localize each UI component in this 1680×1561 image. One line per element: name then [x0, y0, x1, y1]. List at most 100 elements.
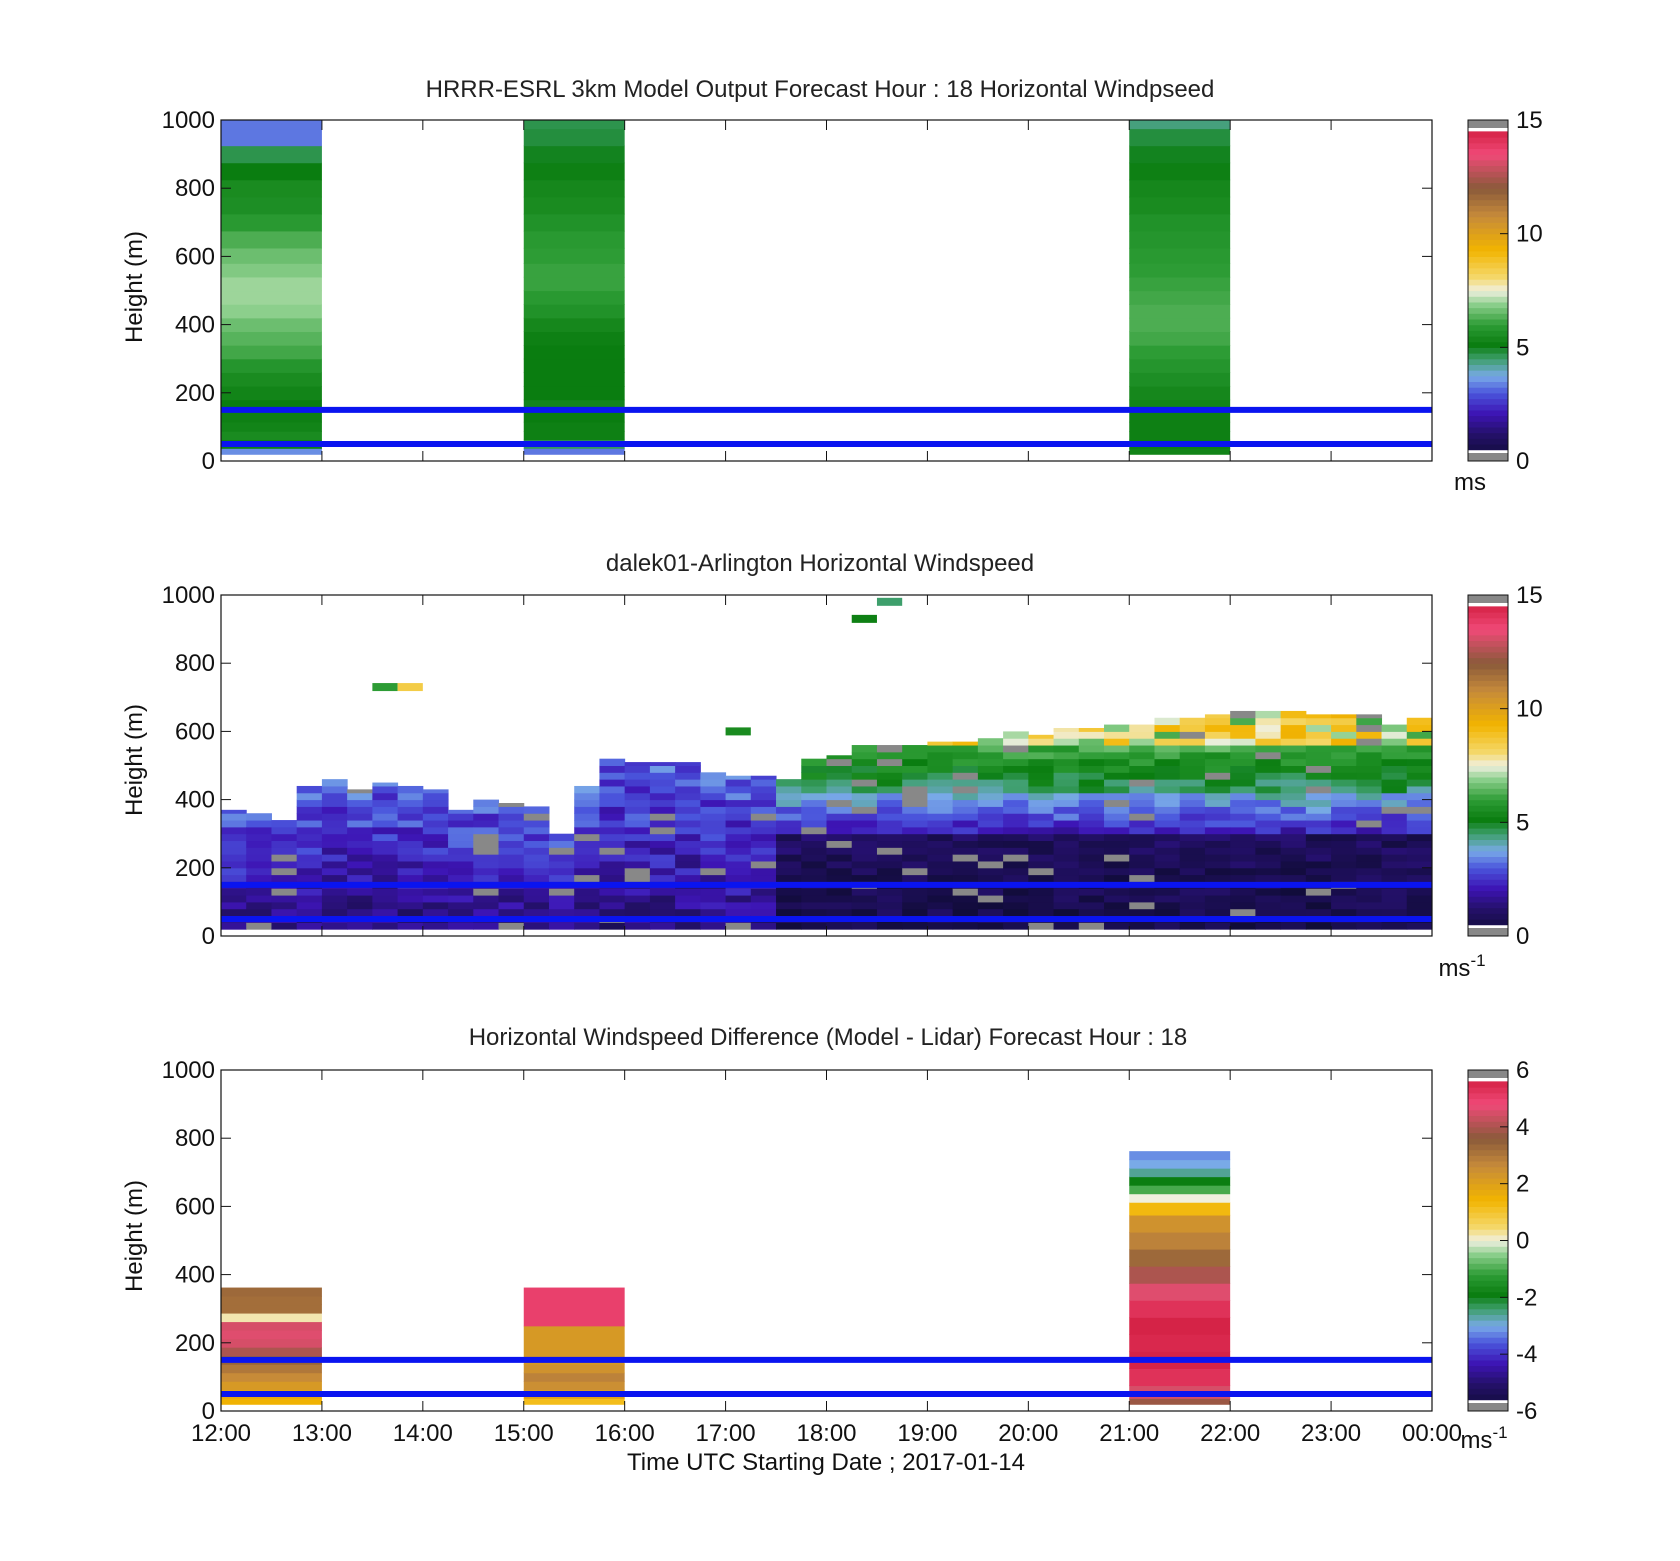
- heatmap-cell: [725, 901, 752, 910]
- heatmap-cell: [801, 901, 827, 910]
- heatmap-cell: [347, 854, 373, 862]
- heatmap-cell: [221, 358, 322, 373]
- heatmap-cell: [347, 840, 373, 848]
- heatmap-cell: [523, 840, 550, 848]
- heatmap-cell: [977, 751, 1004, 760]
- colorbar-swatch: [1468, 1280, 1508, 1287]
- heatmap-cell: [1230, 717, 1256, 726]
- heatmap-cell: [1406, 840, 1433, 848]
- heatmap-cell: [902, 799, 928, 807]
- heatmap-cell: [675, 840, 701, 848]
- heatmap-cell: [1204, 840, 1231, 848]
- heatmap-cell: [321, 908, 348, 917]
- heatmap-cell: [1406, 751, 1433, 760]
- heatmap-cell: [1129, 1185, 1231, 1195]
- colorbar-swatch: [1468, 330, 1508, 337]
- heatmap-cell: [1104, 847, 1130, 855]
- heatmap-cell: [1078, 833, 1105, 842]
- colorbar-swatch: [1468, 284, 1508, 292]
- heatmap-cell: [498, 895, 525, 903]
- heatmap-cell: [548, 867, 575, 876]
- heatmap-cell: [801, 874, 827, 882]
- heatmap-cell: [1356, 840, 1383, 848]
- heatmap-cell: [1280, 710, 1307, 719]
- heatmap-cell: [902, 867, 928, 876]
- heatmap-cell: [523, 813, 550, 821]
- heatmap-cell: [1305, 765, 1332, 773]
- colorbar-tick-label: 15: [1516, 107, 1543, 134]
- heatmap-cell: [599, 799, 626, 807]
- heatmap-cell: [1381, 847, 1408, 855]
- colorbar-swatch: [1468, 867, 1508, 875]
- panel-lidar-colorbar: 0 5 10 15: [1467, 582, 1543, 950]
- colorbar-swatch: [1468, 1121, 1508, 1128]
- heatmap-cell: [1003, 922, 1029, 930]
- heatmap-cell: [1356, 792, 1383, 801]
- heatmap-cell: [1255, 765, 1282, 773]
- heatmap-cell: [952, 908, 979, 917]
- heatmap-cell: [1179, 908, 1206, 917]
- heatmap-cell: [548, 833, 575, 842]
- y-tick-label: 600: [175, 718, 215, 745]
- heatmap-cell: [649, 785, 676, 794]
- heatmap-cell: [876, 765, 903, 773]
- heatmap-cell: [1305, 717, 1332, 726]
- heatmap-cell: [448, 888, 474, 896]
- colorbar-swatch: [1468, 651, 1508, 659]
- heatmap-cell: [1179, 867, 1206, 876]
- colorbar-swatch: [1468, 714, 1508, 721]
- heatmap-cell: [1129, 758, 1155, 766]
- heatmap-cell: [1154, 717, 1181, 726]
- heatmap-cell: [649, 762, 676, 766]
- heatmap-cell: [1280, 820, 1307, 828]
- colorbar-swatch: [1468, 387, 1508, 394]
- heatmap-cell: [826, 847, 853, 855]
- heatmap-cell: [725, 888, 752, 896]
- heatmap-cell: [1356, 901, 1383, 910]
- heatmap-cell: [1003, 813, 1029, 821]
- heatmap-cell: [1406, 758, 1433, 766]
- heatmap-cell: [1129, 304, 1231, 319]
- heatmap-cell: [221, 813, 247, 821]
- heatmap-cell: [1028, 765, 1055, 773]
- y-tick-label: 800: [175, 650, 215, 677]
- heatmap-cell: [1129, 421, 1231, 432]
- heatmap-cell: [776, 840, 802, 848]
- heatmap-cell: [1129, 772, 1155, 780]
- heatmap-cell: [1129, 120, 1231, 130]
- heatmap-cell: [221, 1347, 322, 1357]
- heatmap-cell: [1129, 145, 1231, 164]
- y-tick-label: 400: [175, 312, 215, 339]
- heatmap-cell: [1406, 806, 1433, 814]
- colorbar-swatch: [1468, 1132, 1508, 1139]
- colorbar-tick-label: 0: [1516, 923, 1529, 950]
- heatmap-cell: [725, 820, 752, 828]
- heatmap-cell: [498, 806, 525, 814]
- heatmap-cell: [624, 765, 651, 773]
- heatmap-cell: [1179, 840, 1206, 848]
- heatmap-cell: [1053, 731, 1080, 739]
- heatmap-cell: [1305, 895, 1332, 903]
- heatmap-cell: [1003, 820, 1029, 828]
- colorbar-cap: [1468, 1070, 1508, 1078]
- heatmap-cell: [1078, 799, 1105, 807]
- panel-model: HRRR-ESRL 3km Model Output Forecast Hour…: [121, 76, 1543, 496]
- heatmap-cell: [1003, 806, 1029, 814]
- heatmap-cell: [1406, 779, 1433, 787]
- heatmap-cell: [448, 840, 474, 848]
- heatmap-cell: [649, 799, 676, 807]
- colorbar-swatch: [1468, 233, 1508, 240]
- heatmap-cell: [548, 860, 575, 869]
- heatmap-cell: [675, 820, 701, 828]
- heatmap-cell: [902, 826, 928, 835]
- heatmap-cell: [801, 799, 827, 807]
- heatmap-cell: [826, 901, 853, 910]
- heatmap-cell: [952, 833, 979, 842]
- heatmap-cell: [1381, 895, 1408, 903]
- heatmap-cell: [952, 813, 979, 821]
- heatmap-cell: [473, 888, 500, 896]
- heatmap-cell: [1406, 895, 1433, 903]
- heatmap-cell: [523, 331, 625, 346]
- heatmap-cell: [725, 922, 752, 930]
- heatmap-cell: [649, 833, 676, 842]
